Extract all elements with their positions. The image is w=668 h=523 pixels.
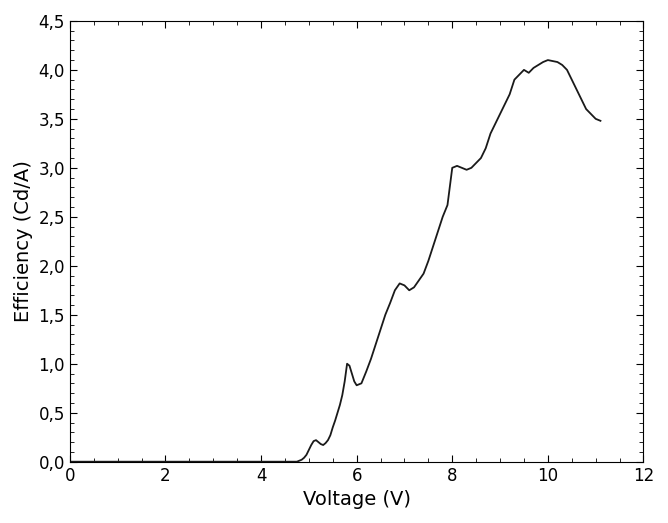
Y-axis label: Efficiency (Cd/A): Efficiency (Cd/A): [14, 161, 33, 322]
X-axis label: Voltage (V): Voltage (V): [303, 490, 411, 509]
